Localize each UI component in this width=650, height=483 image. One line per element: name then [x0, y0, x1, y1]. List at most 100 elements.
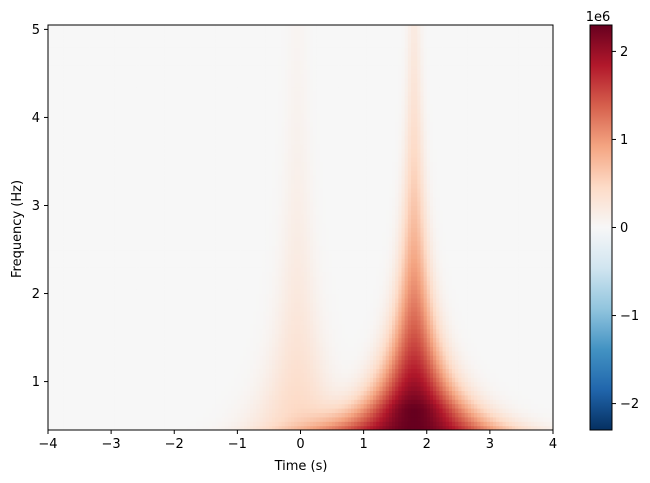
heatmap-cell	[120, 350, 125, 356]
heatmap-cell	[309, 346, 314, 352]
heatmap-cell	[530, 306, 535, 312]
heatmap-cell	[253, 363, 257, 369]
heatmap-cell	[347, 337, 352, 343]
heatmap-cell	[354, 293, 358, 299]
heatmap-cell	[268, 311, 273, 317]
heatmap-cell	[344, 403, 349, 409]
heatmap-cell	[404, 421, 409, 427]
heatmap-cell	[287, 412, 292, 418]
heatmap-cell	[496, 319, 500, 325]
heatmap-cell	[464, 399, 469, 405]
heatmap-cell	[410, 416, 415, 422]
heatmap-cell	[395, 368, 399, 374]
heatmap-cell	[480, 319, 485, 325]
heatmap-cell	[439, 412, 444, 418]
heatmap-cell	[549, 293, 553, 299]
heatmap-cell	[439, 416, 444, 422]
heatmap-cell	[426, 328, 431, 334]
heatmap-cell	[461, 302, 466, 308]
heatmap-cell	[227, 297, 232, 303]
heatmap-cell	[183, 399, 188, 405]
heatmap-cell	[341, 416, 346, 422]
heatmap-cell	[489, 425, 494, 430]
heatmap-cell	[392, 311, 396, 317]
heatmap-cell	[95, 328, 100, 334]
heatmap-cell	[316, 337, 321, 343]
heatmap-cell	[79, 355, 84, 361]
heatmap-cell	[442, 416, 447, 422]
heatmap-cell	[190, 421, 194, 427]
heatmap-cell	[57, 385, 62, 391]
heatmap-cell	[448, 407, 453, 413]
heatmap-cell	[338, 421, 343, 427]
heatmap-cell	[461, 306, 466, 312]
heatmap-cell	[474, 372, 478, 378]
heatmap-cell	[395, 385, 399, 391]
heatmap-cell	[57, 333, 62, 339]
heatmap-cell	[136, 381, 141, 387]
heatmap-cell	[527, 333, 532, 339]
heatmap-cell	[452, 377, 456, 383]
heatmap-cell	[546, 359, 551, 365]
heatmap-cell	[369, 293, 374, 299]
heatmap-cell	[502, 407, 507, 413]
heatmap-cell	[265, 306, 270, 312]
heatmap-cell	[278, 333, 283, 339]
heatmap-cell	[278, 324, 283, 330]
heatmap-cell	[347, 403, 352, 409]
heatmap-cell	[521, 381, 526, 387]
heatmap-cell	[92, 359, 96, 365]
heatmap-cell	[130, 407, 134, 413]
heatmap-cell	[313, 390, 317, 396]
heatmap-cell	[404, 333, 409, 339]
heatmap-cell	[417, 368, 422, 374]
heatmap-cell	[480, 328, 485, 334]
heatmap-cell	[177, 385, 182, 391]
heatmap-cell	[338, 328, 343, 334]
heatmap-cell	[395, 315, 399, 321]
heatmap-cell	[433, 328, 437, 334]
heatmap-cell	[489, 385, 494, 391]
heatmap-cell	[275, 399, 280, 405]
heatmap-cell	[335, 399, 339, 405]
heatmap-cell	[76, 333, 81, 339]
heatmap-cell	[265, 297, 270, 303]
heatmap-cell	[297, 390, 302, 396]
heatmap-cell	[392, 399, 396, 405]
heatmap-cell	[48, 289, 52, 295]
heatmap-cell	[199, 319, 204, 325]
heatmap-cell	[360, 381, 365, 387]
heatmap-cell	[407, 306, 412, 312]
heatmap-cell	[549, 421, 553, 427]
heatmap-cell	[505, 385, 510, 391]
heatmap-cell	[111, 293, 115, 299]
heatmap-cell	[322, 311, 327, 317]
heatmap-cell	[373, 394, 377, 400]
heatmap-cell	[190, 368, 194, 374]
heatmap-cell	[256, 333, 261, 339]
heatmap-cell	[477, 306, 482, 312]
heatmap-cell	[354, 346, 358, 352]
heatmap-cell	[373, 359, 377, 365]
heatmap-cell	[410, 306, 415, 312]
heatmap-cell	[145, 421, 150, 427]
heatmap-cell	[193, 416, 197, 422]
heatmap-cell	[139, 333, 144, 339]
heatmap-cell	[306, 416, 311, 422]
heatmap-cell	[325, 355, 330, 361]
heatmap-cell	[294, 377, 298, 383]
heatmap-cell	[543, 425, 548, 430]
heatmap-cell	[183, 315, 188, 321]
heatmap-cell	[171, 350, 175, 356]
heatmap-cell	[287, 399, 292, 405]
heatmap-cell	[357, 350, 362, 356]
heatmap-cell	[101, 403, 106, 409]
heatmap-cell	[227, 302, 232, 308]
heatmap-cell	[265, 302, 270, 308]
heatmap-cell	[117, 363, 122, 369]
heatmap-cell	[515, 328, 519, 334]
heatmap-cell	[341, 412, 346, 418]
heatmap-cell	[423, 346, 428, 352]
heatmap-cell	[208, 333, 213, 339]
heatmap-cell	[281, 319, 286, 325]
